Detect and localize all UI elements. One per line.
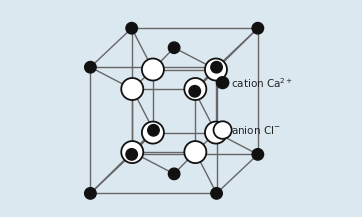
Circle shape: [184, 141, 206, 163]
Circle shape: [126, 23, 138, 34]
Circle shape: [121, 78, 143, 100]
Circle shape: [142, 59, 164, 81]
Circle shape: [216, 77, 229, 89]
Circle shape: [142, 122, 164, 144]
Circle shape: [205, 59, 227, 81]
Circle shape: [205, 122, 227, 144]
Circle shape: [252, 149, 264, 160]
Text: cation Ca$^{2+}$: cation Ca$^{2+}$: [231, 76, 293, 90]
Circle shape: [85, 188, 96, 199]
Circle shape: [211, 188, 222, 199]
Circle shape: [214, 121, 232, 139]
Circle shape: [168, 168, 180, 180]
Circle shape: [252, 23, 264, 34]
Circle shape: [168, 42, 180, 53]
Circle shape: [121, 141, 143, 163]
Circle shape: [148, 125, 159, 136]
Text: anion Cl$^{-}$: anion Cl$^{-}$: [231, 124, 281, 136]
Circle shape: [211, 61, 222, 73]
Circle shape: [126, 149, 138, 160]
Circle shape: [85, 61, 96, 73]
Circle shape: [189, 85, 201, 97]
Circle shape: [184, 78, 206, 100]
